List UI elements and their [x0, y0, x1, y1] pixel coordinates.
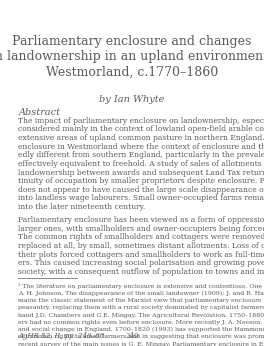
Text: by Ian Whyte: by Ian Whyte — [99, 95, 165, 104]
Text: effectively equivalent to freehold. A study of sales of allotments in enclosure : effectively equivalent to freehold. A st… — [18, 160, 264, 168]
Text: into the later nineteenth century.: into the later nineteenth century. — [18, 203, 146, 211]
Text: hand J.D. Chambers and G.E. Mingay, The Agricultural Revolution, 1750–1880 (1966: hand J.D. Chambers and G.E. Mingay, The … — [18, 312, 264, 318]
Text: recent survey of the main issues is G. E. Mingay, Parliamentary enclosure in Eng: recent survey of the main issues is G. E… — [18, 342, 264, 346]
Text: 240: 240 — [125, 332, 139, 340]
Text: their plots forced cottagers and smallholders to work as full-time labourers for: their plots forced cottagers and smallho… — [18, 251, 264, 258]
Text: enclosure in Westmorland where the context of enclosure and the structure of rur: enclosure in Westmorland where the conte… — [18, 143, 264, 151]
Text: mains the classic statement of the Marxist view that parliamentary enclosure kil: mains the classic statement of the Marxi… — [18, 298, 264, 303]
Text: considered mainly in the context of lowland open-field arable communities. Howev: considered mainly in the context of lowl… — [18, 125, 264, 133]
Text: extensive areas of upland common pasture in northern England. This article exami: extensive areas of upland common pasture… — [18, 134, 264, 142]
Text: Parliamentary enclosure and changes: Parliamentary enclosure and changes — [12, 35, 252, 48]
Text: larger ones, with smallholders and owner-occupiers being forced to sell out due : larger ones, with smallholders and owner… — [18, 225, 264, 233]
Text: and social change in England, 1700–1820 (1993) has supported the Hammonds in her: and social change in England, 1700–1820 … — [18, 327, 264, 332]
Text: Westmorland, c.1770–1860: Westmorland, c.1770–1860 — [46, 66, 218, 79]
Text: ers. This caused increasing social polarisation and growing poverty at the lowes: ers. This caused increasing social polar… — [18, 259, 264, 267]
Text: ers had no common rights even before enclosure. More recently J. A. Neeson, Comm: ers had no common rights even before enc… — [18, 320, 264, 325]
Text: The common rights of smallholders and cottagers were removed and replaced, if th: The common rights of smallholders and co… — [18, 233, 264, 241]
Text: ¹ The literature on parliamentary enclosure is extensive and contentious. One of: ¹ The literature on parliamentary enclos… — [18, 283, 264, 289]
Text: AgHR 52, II, pp. 240–68: AgHR 52, II, pp. 240–68 — [18, 332, 105, 340]
Text: peasantry, replacing them with a rural society dominated by capitalist farmers a: peasantry, replacing them with a rural s… — [18, 305, 264, 310]
Text: The impact of parliamentary enclosure on landownership, especially on small prop: The impact of parliamentary enclosure on… — [18, 117, 264, 125]
Text: landownership between awards and subsequent Land Tax returns, shows that there w: landownership between awards and subsequ… — [18, 169, 264, 176]
Text: edly different from southern England, particularly in the prevalence of customar: edly different from southern England, pa… — [18, 151, 264, 159]
Text: society, with a consequent outflow of population to towns and industrial areas.¹: society, with a consequent outflow of po… — [18, 268, 264, 276]
Text: Abstract: Abstract — [18, 108, 60, 117]
Text: in landownership in an upland environment:: in landownership in an upland environmen… — [0, 50, 264, 63]
Text: replaced at all, by small, sometimes distant allotments. Loss of common rights a: replaced at all, by small, sometimes dis… — [18, 242, 264, 250]
Text: does not appear to have caused the large scale disappearance of small owners or : does not appear to have caused the large… — [18, 186, 264, 194]
Text: into landless wage labourers. Small owner-occupied farms remained a characterist: into landless wage labourers. Small owne… — [18, 194, 264, 202]
Text: of common rights to small farmers and in suggesting that enclosure was prompted : of common rights to small farmers and in… — [18, 334, 264, 339]
Text: A. H. Johnson, The disappearance of the small landowner (1909); J. and B. Hammon: A. H. Johnson, The disappearance of the … — [18, 291, 264, 296]
Text: tinuity of occupation by smaller proprietors despite enclosure. Parliamentary en: tinuity of occupation by smaller proprie… — [18, 177, 264, 185]
Text: Parliamentary enclosure has been viewed as a form of oppression of smaller lando: Parliamentary enclosure has been viewed … — [18, 216, 264, 224]
